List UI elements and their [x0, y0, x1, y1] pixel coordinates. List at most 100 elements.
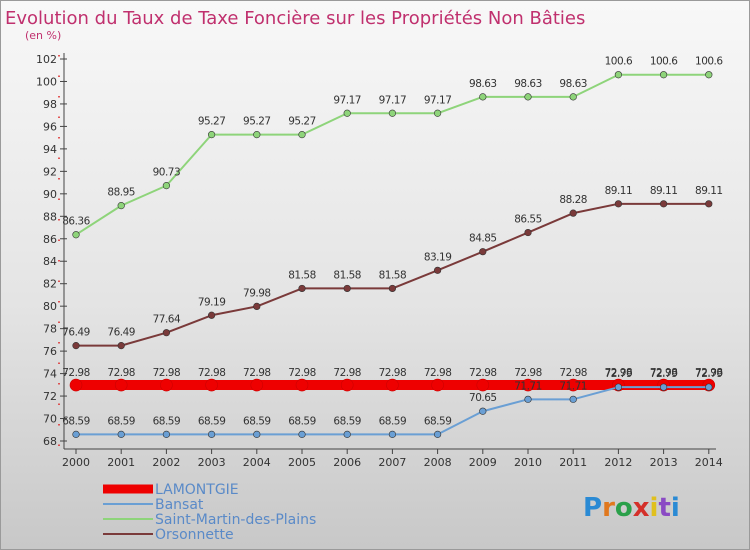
data-label-bansat: 71.71 — [514, 380, 542, 392]
data-label-saint-martin-des-plains: 98.63 — [559, 78, 587, 90]
point-bansat — [659, 383, 668, 391]
y-tick-label: 76 — [43, 345, 57, 358]
y-tick-label: 90 — [43, 188, 57, 201]
data-label-bansat: 68.59 — [379, 415, 407, 427]
point-orsonnette — [253, 302, 261, 311]
point-saint-martin-des-plains — [162, 182, 170, 190]
point-bansat — [72, 430, 80, 438]
point-bansat — [388, 430, 397, 438]
point-saint-martin-des-plains — [659, 71, 668, 79]
data-label-lamontgie: 72.98 — [198, 367, 226, 379]
point-saint-martin-des-plains — [524, 93, 532, 101]
point-orsonnette — [569, 209, 577, 217]
point-orsonnette — [162, 329, 170, 337]
legend-label-saint-martin-des-plains: Saint-Martin-des-Plains — [155, 512, 316, 528]
data-label-lamontgie: 72.98 — [605, 367, 633, 379]
point-bansat — [434, 430, 442, 438]
data-label-orsonnette: 79.19 — [198, 296, 226, 308]
point-saint-martin-des-plains — [253, 131, 261, 139]
chart-subtitle: (en %) — [25, 29, 61, 42]
point-lamontgie — [521, 378, 535, 392]
point-saint-martin-des-plains — [298, 131, 306, 139]
x-tick-label: 2002 — [152, 456, 180, 469]
x-tick-label: 2014 — [695, 456, 723, 469]
data-label-saint-martin-des-plains: 95.27 — [243, 116, 271, 128]
data-label-lamontgie: 72.98 — [153, 367, 181, 379]
y-tick-label: 96 — [43, 120, 57, 133]
point-orsonnette — [524, 228, 532, 237]
y-tick-label: 98 — [43, 98, 57, 111]
x-tick-label: 2005 — [288, 456, 316, 469]
data-label-bansat: 72.79 — [650, 368, 678, 380]
data-label-orsonnette: 83.19 — [424, 251, 452, 263]
point-lamontgie — [69, 378, 83, 392]
y-tick-label: 78 — [43, 323, 57, 336]
data-label-saint-martin-des-plains: 90.73 — [153, 167, 181, 179]
point-saint-martin-des-plains — [434, 109, 442, 117]
legend-label-lamontgie: LAMONTGIE — [155, 482, 239, 498]
proxiti-logo: Proxiti — [583, 493, 680, 523]
data-label-orsonnette: 89.11 — [695, 185, 723, 197]
data-label-lamontgie: 72.98 — [333, 367, 361, 379]
data-label-saint-martin-des-plains: 97.17 — [424, 94, 452, 106]
y-tick-label: 80 — [43, 300, 57, 313]
point-lamontgie — [160, 378, 173, 392]
data-label-bansat: 72.79 — [695, 368, 723, 380]
point-bansat — [343, 430, 351, 438]
x-tick-label: 2012 — [604, 456, 632, 469]
point-saint-martin-des-plains — [343, 109, 351, 117]
point-orsonnette — [117, 342, 125, 350]
x-tick-label: 2003 — [198, 456, 226, 469]
data-label-lamontgie: 72.98 — [514, 367, 542, 379]
x-tick-label: 2006 — [333, 456, 361, 469]
y-tick-label: 88 — [43, 210, 57, 223]
data-label-lamontgie: 72.98 — [243, 367, 271, 379]
data-label-saint-martin-des-plains: 98.63 — [514, 78, 542, 90]
point-saint-martin-des-plains — [388, 109, 397, 117]
point-orsonnette — [434, 266, 442, 274]
y-tick-label: 94 — [43, 143, 57, 156]
y-tick-label: 70 — [43, 413, 57, 426]
legend-swatch-bansat — [103, 503, 153, 505]
data-label-bansat: 68.59 — [243, 415, 271, 427]
data-label-saint-martin-des-plains: 95.27 — [198, 116, 226, 128]
point-lamontgie — [295, 378, 309, 392]
data-label-lamontgie: 72.98 — [62, 367, 90, 379]
point-orsonnette — [343, 284, 351, 293]
x-tick-label: 2007 — [378, 456, 406, 469]
point-lamontgie — [431, 378, 444, 392]
y-tick-label: 74 — [43, 368, 57, 381]
data-label-saint-martin-des-plains: 97.17 — [379, 94, 407, 106]
data-label-saint-martin-des-plains: 86.36 — [62, 216, 90, 228]
data-label-bansat: 68.59 — [424, 415, 452, 427]
y-tick-label: 84 — [43, 255, 57, 268]
legend-label-orsonnette: Orsonnette — [155, 527, 234, 543]
data-label-saint-martin-des-plains: 88.95 — [107, 187, 135, 199]
point-saint-martin-des-plains — [72, 231, 80, 239]
point-saint-martin-des-plains — [117, 202, 125, 210]
x-tick-label: 2008 — [424, 456, 452, 469]
legend-swatch-saint-martin-des-plains — [103, 518, 153, 520]
point-lamontgie — [566, 378, 580, 392]
data-label-lamontgie: 72.98 — [379, 367, 407, 379]
point-orsonnette — [72, 342, 80, 350]
point-bansat — [208, 430, 216, 438]
x-tick-label: 2011 — [559, 456, 587, 469]
point-orsonnette — [614, 200, 623, 208]
point-orsonnette — [388, 284, 397, 293]
legend-swatch-orsonnette — [103, 533, 153, 535]
y-tick-label: 82 — [43, 278, 57, 291]
point-orsonnette — [705, 200, 713, 208]
point-saint-martin-des-plains — [614, 71, 623, 79]
y-tick-label: 92 — [43, 165, 57, 178]
data-label-bansat: 70.65 — [469, 392, 497, 404]
point-lamontgie — [476, 378, 490, 392]
data-label-orsonnette: 76.49 — [107, 327, 135, 339]
chart-title: Evolution du Taux de Taxe Foncière sur l… — [5, 8, 585, 29]
point-saint-martin-des-plains — [705, 71, 713, 79]
point-orsonnette — [208, 311, 216, 319]
point-lamontgie — [250, 378, 264, 392]
data-label-orsonnette: 76.49 — [62, 327, 90, 339]
